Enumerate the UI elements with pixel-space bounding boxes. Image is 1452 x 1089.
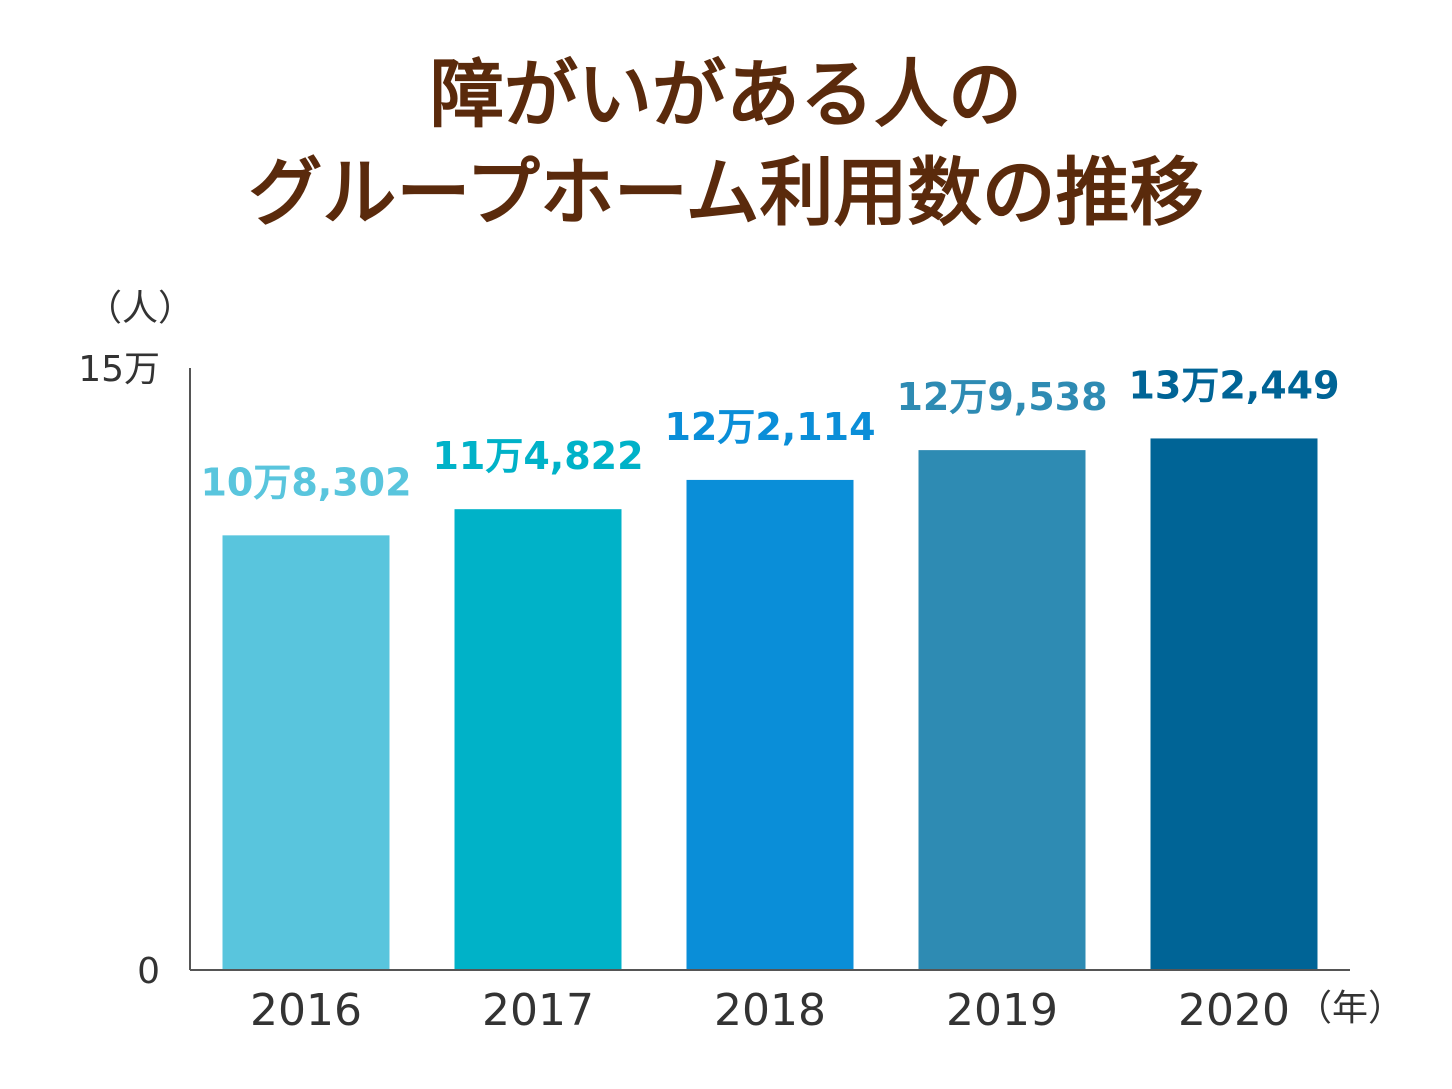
data-label-2018: 12万2,114 [664,405,875,449]
data-label-2016: 10万8,302 [200,460,411,504]
x-tick-label-2018: 2018 [714,985,826,1036]
x-axis-unit-label: （年） [1296,988,1404,1029]
data-label-2019: 12万9,538 [896,375,1107,419]
bar-2020 [1150,438,1318,971]
x-tick-label-2019: 2019 [946,985,1058,1036]
bar-2019 [918,450,1086,970]
x-tick-label-2017: 2017 [482,985,594,1036]
data-label-2020: 13万2,449 [1128,363,1339,407]
bar-2017 [454,509,622,970]
x-tick-label-2020: 2020 [1178,985,1290,1036]
bar-2018 [686,479,854,970]
data-labels-group: 10万8,302 11万4,822 12万2,114 12万9,538 13万2,449 [200,363,1339,504]
bars-group [222,438,1318,971]
y-tick-labels: 0 15万 [78,349,160,992]
chart-title-line-2: グループホーム利用数の推移 [248,150,1204,236]
y-tick-label-0: 0 [137,951,160,992]
y-tick-label-150000: 15万 [78,349,160,390]
data-label-2017: 11万4,822 [432,434,643,478]
y-axis-unit-label: （人） [86,288,194,329]
x-tick-label-2016: 2016 [250,985,362,1036]
chart-title-line-1: 障がいがある人の [430,52,1022,138]
x-tick-labels: 2016 2017 2018 2019 2020 [250,985,1290,1036]
bar-2016 [222,535,390,970]
